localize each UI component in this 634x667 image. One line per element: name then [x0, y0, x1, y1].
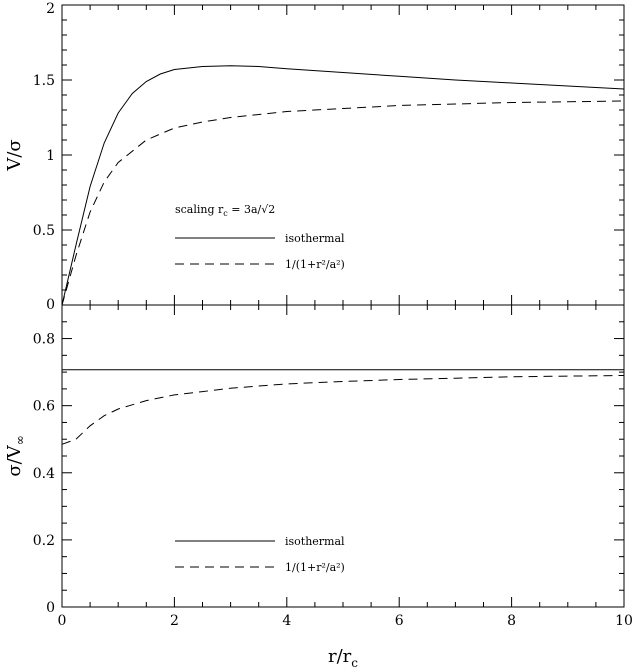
x-tick-label: 0	[58, 613, 67, 629]
x-axis-label: r/rc	[328, 646, 358, 667]
y-tick-label: 1.5	[33, 73, 55, 89]
x-tick-label: 6	[395, 613, 404, 629]
x-tick-label: 2	[170, 613, 179, 629]
legend-label: isothermal	[285, 232, 345, 245]
y-axis-label: σ/V∞	[4, 435, 27, 476]
y-tick-label: 0	[46, 600, 55, 616]
series-dashed-line	[61, 375, 625, 445]
x-tick-label: 4	[282, 613, 291, 629]
legend-label: 1/(1+r²/a²)	[285, 258, 345, 271]
y-tick-label: 0	[46, 297, 55, 313]
y-tick-label: 0.5	[33, 223, 55, 239]
y-tick-label: 2	[46, 1, 55, 17]
x-tick-label: 10	[615, 613, 633, 629]
y-tick-label: 0.2	[33, 533, 55, 549]
y-tick-label: 1	[46, 148, 55, 164]
y-tick-label: 0.4	[33, 466, 55, 482]
legend-title: scaling rc = 3a/√2	[175, 203, 275, 218]
top-panel: 0 0.5 1 1.5 2 V/σ scaling rc = 3a/√2 isothermal…	[4, 1, 625, 313]
x-tick-label: 8	[507, 613, 516, 629]
legend-label: 1/(1+r²/a²)	[285, 561, 345, 574]
series-solid-line	[61, 65, 625, 306]
y-tick-label: 0.8	[33, 332, 55, 348]
bottom-panel: 0 0.2 0.4 0.6 0.8 0 2 4 6 8 10 σ/V∞ isothermal 1/(1+r…	[4, 304, 633, 667]
series-dashed-line	[61, 100, 625, 306]
legend-label: isothermal	[285, 535, 345, 548]
y-axis-label: V/σ	[4, 139, 25, 171]
y-tick-label: 0.6	[33, 399, 55, 415]
